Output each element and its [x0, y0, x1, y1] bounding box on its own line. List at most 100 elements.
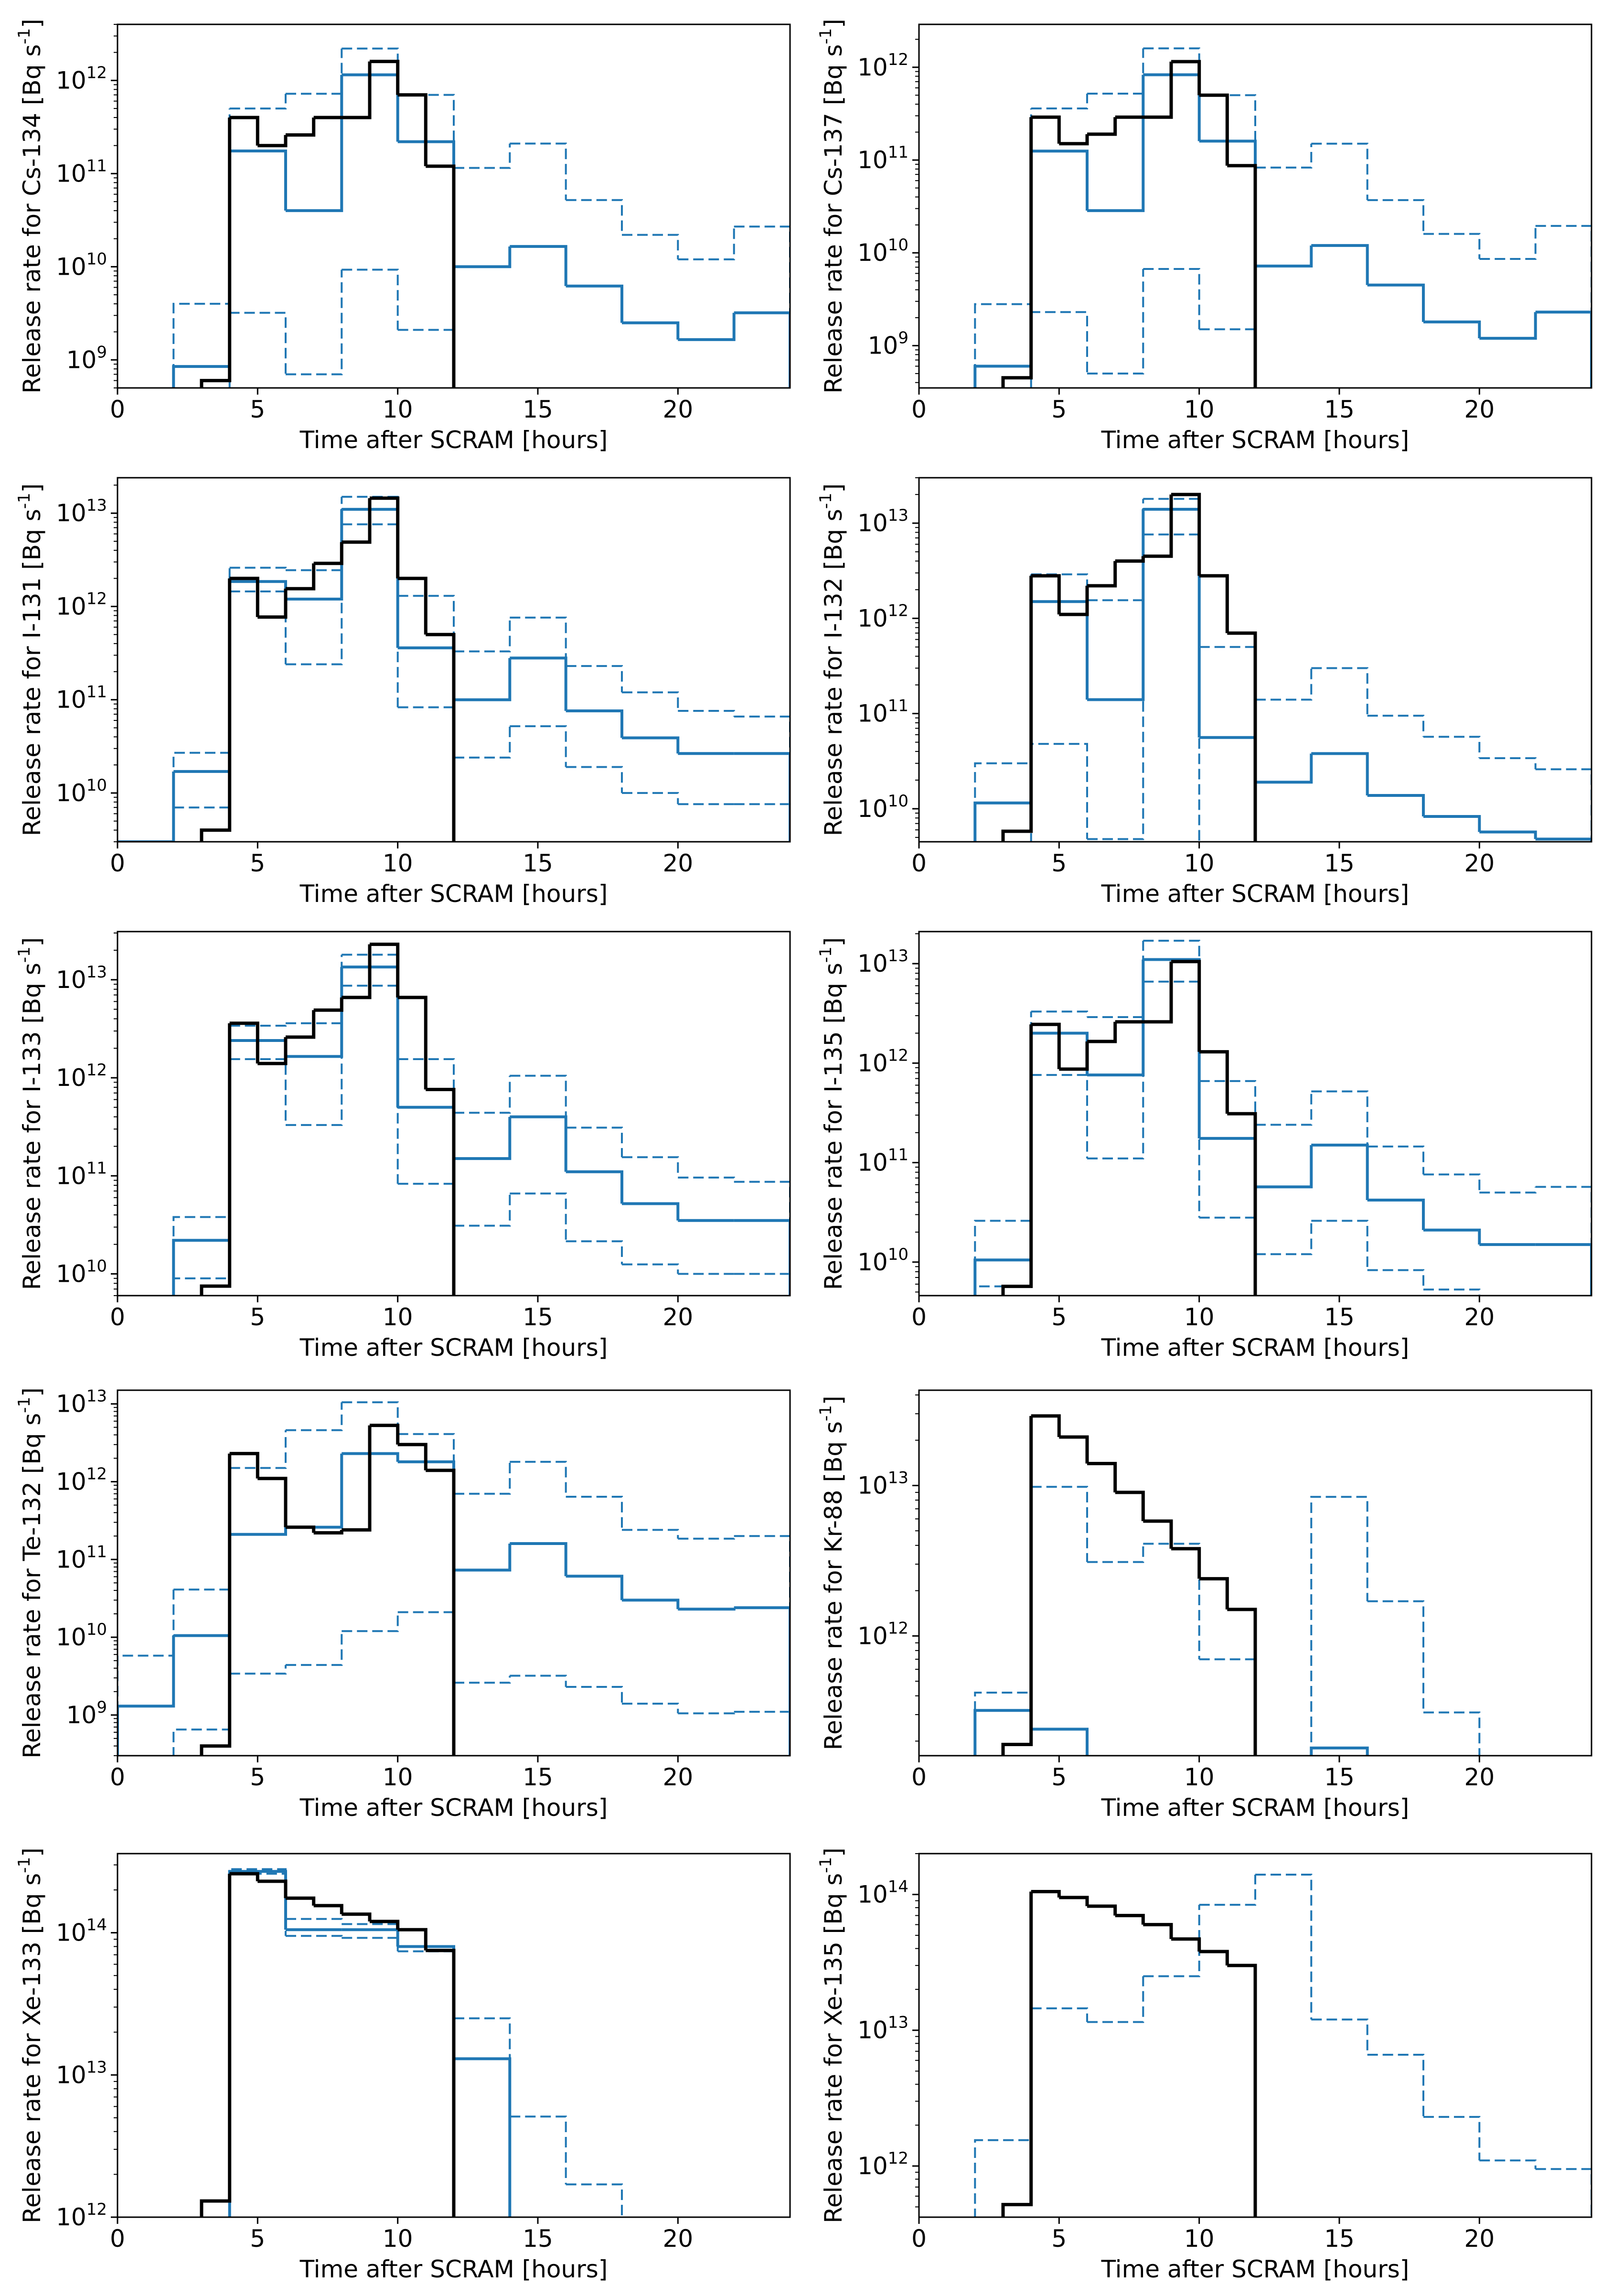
- step-lower-bound-10-12: [1199, 328, 1256, 388]
- step-reference-5-6: [257, 589, 288, 619]
- step-upper-bound-20-22: [1479, 1187, 1537, 1194]
- step-reference-11-12: [426, 164, 456, 388]
- step-reference-7-8: [313, 1904, 343, 1914]
- step-reference-10-11: [1199, 1950, 1229, 1966]
- step-estimate-18-20: [1423, 1228, 1481, 1245]
- y-tick-label: 109: [66, 1698, 107, 1729]
- step-upper-bound-20-22: [678, 710, 735, 717]
- step-reference-7-8: [1115, 1491, 1145, 1521]
- step-estimate-16-18: [566, 284, 623, 323]
- step-upper-bound-22-24: [1535, 225, 1592, 388]
- step-reference-6-7: [1087, 1904, 1117, 1916]
- step-upper-bound-16-18: [566, 1496, 623, 1530]
- step-reference-9-10: [1171, 493, 1201, 576]
- step-reference-4-5: [1031, 1022, 1061, 1069]
- x-tick-label: 5: [250, 1303, 265, 1331]
- plot-area: [172, 47, 790, 388]
- step-reference-5-6: [1059, 134, 1089, 146]
- step-reference-10-11: [1199, 1577, 1229, 1609]
- y-tick-label: 1012: [857, 1046, 908, 1077]
- chart-panel-cs-137: 0 5 10 15 20 109 1010 1011 1012 Time after SCRAM …: [816, 19, 1592, 454]
- step-lower-bound-6-8: [286, 1631, 343, 1666]
- step-upper-bound-20-22: [1479, 2159, 1537, 2169]
- x-tick-label: 10: [383, 2225, 413, 2253]
- step-reference-9-10: [370, 496, 400, 579]
- axes-frame: [918, 23, 1592, 389]
- step-estimate-12-14: [454, 658, 512, 701]
- step-estimate-16-18: [1367, 794, 1425, 816]
- step-upper-bound-20-22: [678, 1176, 735, 1182]
- step-reference-5-6: [257, 1037, 288, 1065]
- step-reference-4-5: [1031, 115, 1061, 144]
- step-reference-6-7: [1087, 561, 1117, 588]
- x-axis-label: Time after SCRAM [hours]: [1101, 2255, 1410, 2283]
- step-reference-4-5: [1031, 1890, 1061, 1898]
- step-lower-bound-16-18: [566, 766, 623, 793]
- step-estimate-22-24: [1535, 1243, 1592, 1296]
- step-estimate-22-24: [1535, 311, 1592, 388]
- step-reference-5-6: [1059, 1896, 1089, 1906]
- step-upper-bound-8-10: [342, 47, 399, 95]
- step-upper-bound-6-8: [1087, 1544, 1144, 1563]
- step-reference-3-4: [200, 1023, 232, 1296]
- step-reference-9-10: [370, 1920, 400, 1930]
- step-estimate-16-18: [1367, 1199, 1425, 1230]
- x-tick-label: 5: [250, 396, 265, 423]
- step-upper-bound-6-8: [286, 496, 343, 571]
- y-axis-label: Release rate for Cs-137 [Bq s-1]: [816, 19, 847, 394]
- step-reference-3-4: [1001, 117, 1033, 388]
- x-axis-label: Time after SCRAM [hours]: [1101, 1794, 1410, 1822]
- step-upper-bound-2-4: [172, 1026, 231, 1296]
- step-lower-bound-18-20: [622, 792, 679, 805]
- y-tick-label: 1012: [56, 63, 107, 94]
- step-upper-bound-2-4: [974, 108, 1032, 388]
- step-upper-bound-12-14: [454, 2017, 511, 2117]
- step-lower-bound-6-8: [1087, 269, 1144, 375]
- x-tick-label: 15: [523, 1763, 553, 1791]
- x-tick-label: 5: [250, 849, 265, 877]
- step-lower-bound-4-6: [228, 1873, 287, 2217]
- step-lower-bound-18-20: [622, 1703, 679, 1714]
- step-upper-bound-14-16: [510, 1074, 567, 1128]
- x-axis-label: Time after SCRAM [hours]: [299, 1794, 608, 1822]
- y-tick-label: 1010: [857, 236, 908, 267]
- step-estimate-6-8: [286, 75, 343, 212]
- step-estimate-2-4: [973, 1033, 1033, 1296]
- x-tick-label: 20: [1464, 849, 1495, 877]
- y-tick-label: 1010: [56, 776, 107, 807]
- step-upper-bound-6-8: [286, 1918, 343, 1924]
- step-estimate-0-2: [118, 1635, 175, 1756]
- step-estimate-10-12: [397, 1460, 455, 1570]
- step-upper-bound-22-24: [1535, 2168, 1592, 2217]
- y-tick-label: 109: [66, 343, 107, 374]
- step-lower-bound-10-12: [1199, 1216, 1256, 1255]
- y-tick-label: 1011: [56, 1159, 107, 1190]
- step-estimate-16-18: [566, 1170, 623, 1204]
- step-upper-bound-18-20: [1423, 2116, 1481, 2161]
- step-reference-7-8: [313, 997, 343, 1012]
- x-tick-label: 10: [1184, 849, 1215, 877]
- axes-frame: [117, 477, 791, 843]
- step-lower-bound-22-24: [734, 803, 790, 842]
- step-estimate-20-22: [1479, 312, 1537, 340]
- step-upper-bound-6-8: [286, 48, 343, 95]
- step-upper-bound-16-18: [566, 199, 623, 235]
- y-axis-label: Release rate for I-131 [Bq s-1]: [15, 483, 46, 836]
- x-tick-label: 10: [1184, 1763, 1215, 1791]
- step-reference-9-10: [1171, 1547, 1201, 1579]
- x-tick-label: 15: [523, 396, 553, 423]
- step-reference-3-4: [200, 1874, 232, 2217]
- step-upper-bound-8-10: [1143, 940, 1200, 1081]
- step-lower-bound-2-4: [974, 1075, 1032, 1296]
- step-upper-bound-2-4: [172, 108, 231, 388]
- y-tick-label: 109: [868, 328, 908, 359]
- step-reference-10-11: [397, 93, 427, 166]
- step-upper-bound-8-10: [342, 1401, 399, 1434]
- y-tick-label: 1010: [857, 1245, 908, 1276]
- axes-frame: [918, 1853, 1592, 2218]
- step-reference-10-11: [397, 1928, 427, 1951]
- y-tick-label: 1010: [857, 792, 908, 823]
- step-estimate-14-16: [1310, 1746, 1369, 1756]
- step-lower-bound-6-8: [1087, 981, 1144, 1159]
- x-tick-label: 10: [383, 1763, 413, 1791]
